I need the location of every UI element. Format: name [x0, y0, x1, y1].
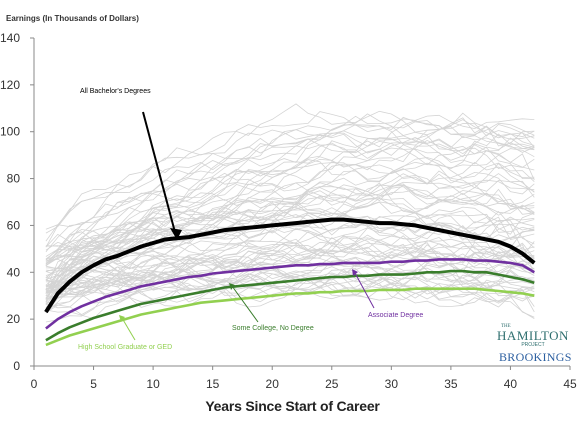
x-axis-title: Years Since Start of Career	[205, 398, 380, 414]
y-tick-label: 140	[0, 31, 20, 45]
background-series-line	[45, 268, 535, 290]
background-series-line	[45, 136, 535, 297]
brookings-logo: BROOKINGS	[499, 350, 572, 364]
series-line-0	[44, 217, 536, 314]
background-series-line	[45, 246, 535, 272]
x-tick-label: 40	[504, 377, 518, 391]
background-series-line	[45, 142, 535, 299]
background-series-line	[45, 234, 535, 300]
background-series-line	[45, 281, 535, 319]
annotation-bachelors: All Bachelor's Degrees	[80, 88, 151, 95]
x-tick-label: 15	[206, 377, 220, 391]
background-series-line	[45, 197, 535, 253]
hamilton-project-logo: THE HAMILTON PROJECT	[497, 324, 569, 348]
annotation-associate: Associate Degree	[368, 312, 423, 319]
annotation-some-college: Some College, No Degree	[232, 325, 314, 332]
x-tick-label: 45	[563, 377, 577, 391]
y-axis-title: Earnings (In Thousands of Dollars)	[6, 14, 139, 23]
background-series-line	[45, 184, 535, 265]
background-series-line	[45, 279, 535, 302]
annotation-some-college-arrowhead	[229, 283, 235, 290]
annotations: All Bachelor's Degrees Associate Degree …	[78, 88, 423, 351]
background-series-line	[45, 182, 535, 279]
y-tick-label: 0	[13, 359, 20, 373]
background-series-line	[45, 212, 535, 283]
x-tick-label: 5	[90, 377, 97, 391]
x-tick-label: 0	[31, 377, 38, 391]
background-series-line	[45, 157, 535, 291]
logo-hamilton-text: HAMILTON	[497, 328, 569, 343]
annotation-some-college-pointer	[231, 285, 259, 323]
tick-labels: 0 5 10 15 20 25 30 35 40 45 0 20 40 60 80 100 120 140	[0, 31, 577, 391]
annotation-high-school: High School Graduate or GED	[78, 344, 172, 351]
y-tick-label: 120	[0, 78, 20, 92]
annotation-high-school-pointer	[121, 317, 136, 341]
background-series-line	[45, 124, 535, 263]
y-tick-label: 80	[7, 172, 21, 186]
background-series-line	[45, 258, 535, 297]
background-series-line	[45, 274, 535, 316]
background-series-line	[45, 247, 535, 303]
background-series-line	[45, 241, 535, 314]
background-series-line	[45, 182, 535, 257]
x-tick-label: 35	[444, 377, 458, 391]
background-series-line	[45, 140, 535, 281]
background-series-line	[45, 238, 535, 299]
logo-the-text: THE	[501, 324, 511, 329]
y-tick-label: 60	[7, 218, 21, 232]
x-tick-label: 20	[266, 377, 280, 391]
background-series-line	[45, 237, 535, 314]
annotation-associate-pointer	[354, 272, 375, 309]
series-line-1	[45, 258, 535, 330]
background-series-line	[45, 133, 535, 261]
background-series-line	[45, 242, 535, 300]
y-tick-label: 20	[7, 312, 21, 326]
logo-project-text: PROJECT	[521, 342, 545, 348]
background-series-line	[45, 111, 535, 242]
background-series-line	[45, 213, 535, 291]
background-series-line	[45, 103, 535, 253]
annotation-associate-arrowhead	[352, 269, 358, 276]
annotation-bachelors-arrow	[142, 111, 177, 237]
background-series-line	[45, 162, 535, 302]
background-series-line	[45, 254, 535, 280]
x-tick-label: 30	[385, 377, 399, 391]
background-series-line	[45, 187, 535, 261]
background-series-line	[45, 130, 535, 299]
background-series-line	[45, 138, 535, 291]
background-series-line	[45, 179, 535, 308]
y-tick-label: 100	[0, 125, 20, 139]
background-series-line	[45, 214, 535, 266]
series-line-2	[45, 269, 535, 342]
axes	[30, 37, 571, 370]
background-series-line	[45, 186, 535, 265]
y-tick-label: 40	[7, 265, 21, 279]
background-series-line	[45, 183, 535, 265]
annotation-high-school-arrowhead	[119, 315, 125, 322]
degree-lines	[44, 217, 536, 347]
background-series-line	[45, 265, 535, 289]
x-tick-label: 25	[325, 377, 339, 391]
series-line-3	[45, 287, 535, 347]
background-series-line	[45, 162, 535, 306]
annotation-bachelors-arrowhead	[170, 228, 182, 240]
background-series-line	[45, 214, 535, 290]
background-series-line	[45, 267, 535, 305]
x-tick-label: 10	[146, 377, 160, 391]
